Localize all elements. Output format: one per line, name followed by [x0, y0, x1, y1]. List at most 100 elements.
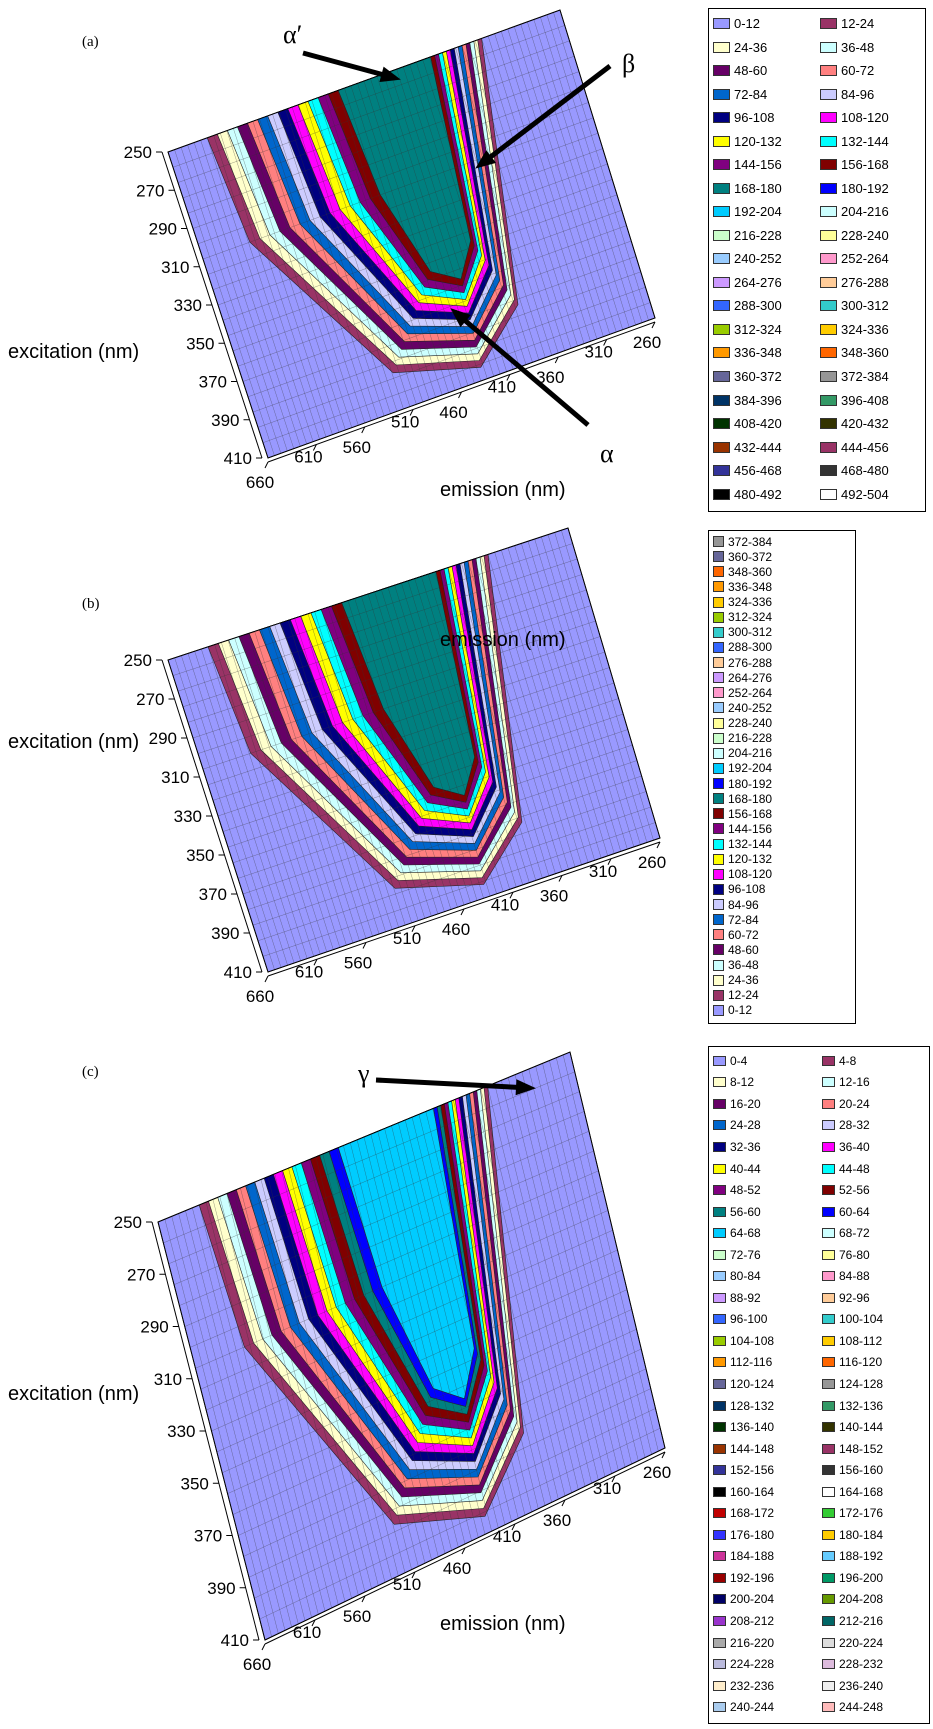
legend-swatch	[713, 596, 724, 608]
legend-a: 0-12 12-24 24-36 36-48 48-60 60-72 72-84 84-96 9…	[708, 8, 926, 512]
legend-swatch	[713, 762, 724, 774]
legend-swatch	[713, 1659, 726, 1670]
x-tick-label: 610	[293, 1623, 321, 1642]
legend-swatch	[822, 1594, 835, 1605]
legend-swatch	[713, 868, 724, 880]
legend-label: 132-144	[728, 837, 773, 852]
legend-label: 28-32	[839, 1118, 870, 1133]
legend-label: 360-372	[728, 549, 773, 564]
legend-swatch	[820, 229, 837, 241]
legend-label: 192-204	[734, 204, 782, 220]
x-tick-label: 510	[393, 1575, 421, 1594]
legend-swatch	[820, 418, 837, 430]
legend-b: 372-384 360-372 348-360 336-348 324-336 312-3…	[708, 530, 856, 1024]
legend-label: 200-204	[730, 1592, 775, 1607]
mesh-line	[222, 698, 619, 832]
legend-label: 144-148	[730, 1441, 775, 1456]
legend-swatch	[713, 1680, 726, 1691]
y-axis-label: excitation (nm)	[8, 731, 139, 753]
mesh-line	[202, 117, 594, 260]
legend-swatch	[713, 465, 730, 477]
legend-swatch	[713, 1163, 726, 1174]
legend-label: 136-140	[730, 1420, 775, 1435]
legend-swatch	[713, 551, 724, 563]
legend-swatch	[713, 1098, 726, 1109]
legend-label: 456-468	[734, 463, 782, 479]
legend-label: 24-36	[728, 973, 759, 988]
x-tick-label: 260	[638, 853, 666, 872]
y-tick-label: 270	[127, 1265, 155, 1284]
legend-item: 168-180	[713, 791, 851, 806]
legend-swatch	[713, 1055, 726, 1066]
legend-swatch	[820, 18, 837, 30]
legend-label: 276-288	[841, 274, 889, 290]
annotation-arrow	[453, 310, 590, 427]
annotation-label: γ	[357, 1059, 370, 1088]
legend-swatch	[713, 1508, 726, 1519]
y-tick-label: 350	[181, 1474, 209, 1493]
legend-swatch	[820, 206, 837, 218]
legend-swatch	[820, 370, 837, 382]
legend-swatch	[713, 717, 724, 729]
legend-label: 96-100	[730, 1312, 768, 1327]
x-tick-mark	[361, 1595, 366, 1603]
legend-item: 76-80	[822, 1244, 925, 1266]
legend-label: 348-360	[841, 345, 889, 361]
legend-item: 140-144	[822, 1416, 925, 1438]
legend-item: 396-408	[820, 388, 921, 412]
legend-swatch	[822, 1249, 835, 1260]
x-tick-label: 310	[589, 862, 617, 881]
legend-swatch	[713, 347, 730, 359]
legend-swatch	[713, 989, 724, 1001]
annotation-label: α′	[283, 20, 302, 49]
legend-swatch	[820, 441, 837, 453]
legend-label: 208-212	[730, 1613, 775, 1628]
legend-swatch	[822, 1659, 835, 1670]
mesh-line	[254, 1408, 656, 1599]
legend-swatch	[713, 944, 724, 956]
legend-item: 60-72	[820, 59, 921, 83]
y-tick-label: 330	[167, 1422, 195, 1441]
legend-item: 192-204	[713, 761, 851, 776]
y-tick-label: 350	[186, 334, 214, 353]
legend-item: 100-104	[822, 1309, 925, 1331]
mesh-line	[187, 589, 587, 723]
legend-label: 180-184	[839, 1527, 884, 1542]
x-tick-label: 460	[439, 403, 467, 422]
legend-item: 144-156	[713, 153, 814, 177]
mesh-line	[202, 636, 601, 770]
x-tick-label: 310	[584, 343, 612, 362]
legend-swatch	[820, 182, 837, 194]
legend-item: 180-192	[820, 177, 921, 201]
legend-item: 264-276	[713, 670, 851, 685]
legend-item: 300-312	[713, 625, 851, 640]
legend-c: 0-4 4-8 8-12 12-16 16-20 20-24 24-28 28-32 32-36…	[708, 1046, 930, 1724]
legend-label: 324-336	[841, 321, 889, 337]
legend-label: 180-192	[728, 776, 773, 791]
mesh-line	[248, 1388, 651, 1578]
arrow-head	[515, 1079, 536, 1096]
legend-label: 96-108	[728, 882, 766, 897]
legend-label: 60-72	[728, 927, 759, 942]
legend-item: 468-480	[820, 459, 921, 483]
legend-swatch	[820, 41, 837, 53]
legend-label: 492-504	[841, 486, 889, 502]
legend-label: 240-244	[730, 1700, 775, 1715]
legend-label: 120-132	[734, 133, 782, 149]
legend-swatch	[713, 159, 730, 171]
legend-label: 232-236	[730, 1678, 775, 1693]
legend-swatch	[713, 229, 730, 241]
legend-swatch	[713, 687, 724, 699]
legend-swatch	[713, 323, 730, 335]
legend-item: 220-224	[822, 1632, 925, 1654]
legend-label: 120-124	[730, 1376, 775, 1391]
mesh-line	[182, 574, 582, 707]
legend-label: 224-228	[730, 1657, 775, 1672]
legend-item: 120-132	[713, 130, 814, 154]
mesh-line	[237, 225, 627, 367]
legend-item: 92-96	[822, 1287, 925, 1309]
legend-swatch	[822, 1529, 835, 1540]
legend-label: 408-420	[734, 416, 782, 432]
mesh-line	[212, 667, 610, 801]
legend-label: 156-168	[841, 157, 889, 173]
